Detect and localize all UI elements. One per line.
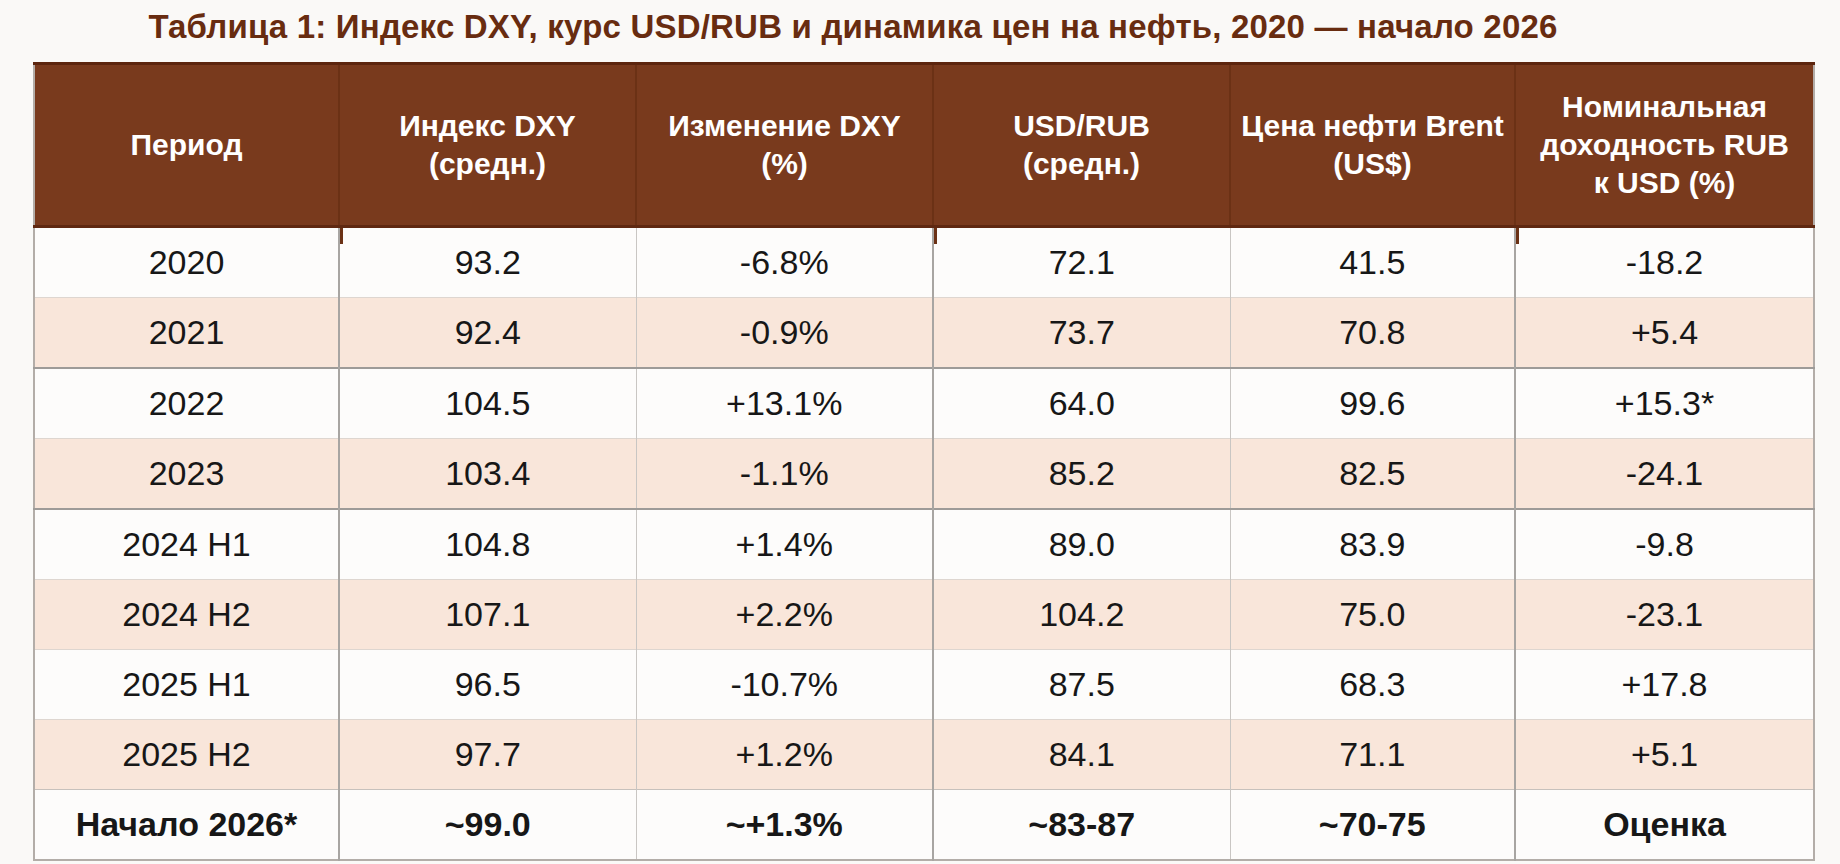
- cell-brent: ~70-75: [1230, 790, 1515, 861]
- col-header-dxy-avg: Индекс DXY(средн.): [339, 64, 636, 227]
- cell-rub-return: +17.8: [1515, 650, 1814, 720]
- cell-usd-rub: 64.0: [933, 368, 1230, 439]
- cell-period: 2024 H2: [34, 580, 339, 650]
- cell-dxy-change: +1.4%: [636, 509, 933, 580]
- cell-dxy-avg: 103.4: [339, 439, 636, 510]
- table-row-2023: 2023103.4-1.1%85.282.5-24.1: [34, 439, 1814, 510]
- cell-brent: 68.3: [1230, 650, 1515, 720]
- cell-dxy-change: -1.1%: [636, 439, 933, 510]
- cell-usd-rub: 85.2: [933, 439, 1230, 510]
- cell-dxy-change: ~+1.3%: [636, 790, 933, 861]
- cell-brent: 70.8: [1230, 298, 1515, 369]
- col-header-period: Период: [34, 64, 339, 227]
- cell-dxy-avg: 96.5: [339, 650, 636, 720]
- table-row-Начало 2026*: Начало 2026*~99.0~+1.3%~83-87~70-75Оценк…: [34, 790, 1814, 861]
- header-row: ПериодИндекс DXY(средн.)Изменение DXY(%)…: [34, 64, 1814, 227]
- cell-period: 2021: [34, 298, 339, 369]
- cell-period: 2020: [34, 227, 339, 298]
- cell-period: 2022: [34, 368, 339, 439]
- cell-dxy-avg: 104.5: [339, 368, 636, 439]
- table-body: 202093.2-6.8%72.141.5-18.2202192.4-0.9%7…: [34, 227, 1814, 861]
- cell-brent: 75.0: [1230, 580, 1515, 650]
- col-header-rub-return: Номинальнаядоходность RUBк USD (%): [1515, 64, 1814, 227]
- cell-dxy-change: +2.2%: [636, 580, 933, 650]
- cell-usd-rub: 89.0: [933, 509, 1230, 580]
- cell-brent: 41.5: [1230, 227, 1515, 298]
- page-title: Таблица 1: Индекс DXY, курс USD/RUB и ди…: [0, 8, 1706, 46]
- cell-period: Начало 2026*: [34, 790, 339, 861]
- cell-rub-return: +5.4: [1515, 298, 1814, 369]
- cell-usd-rub: 73.7: [933, 298, 1230, 369]
- cell-dxy-change: -10.7%: [636, 650, 933, 720]
- cell-dxy-avg: 104.8: [339, 509, 636, 580]
- cell-usd-rub: 72.1: [933, 227, 1230, 298]
- cell-rub-return: -9.8: [1515, 509, 1814, 580]
- table-row-2024 H1: 2024 H1104.8+1.4%89.083.9-9.8: [34, 509, 1814, 580]
- table-row-2021: 202192.4-0.9%73.770.8+5.4: [34, 298, 1814, 369]
- cell-rub-return: Оценка: [1515, 790, 1814, 861]
- col-header-line: Цена нефти Brent: [1237, 107, 1508, 145]
- cell-period: 2025 H2: [34, 720, 339, 790]
- cell-dxy-change: -0.9%: [636, 298, 933, 369]
- cell-usd-rub: 104.2: [933, 580, 1230, 650]
- col-header-usd-rub: USD/RUB(средн.): [933, 64, 1230, 227]
- cell-period: 2023: [34, 439, 339, 510]
- cell-dxy-avg: 92.4: [339, 298, 636, 369]
- data-table: ПериодИндекс DXY(средн.)Изменение DXY(%)…: [33, 62, 1815, 861]
- col-header-line: Период: [41, 126, 332, 164]
- col-header-line: USD/RUB: [940, 107, 1223, 145]
- col-header-line: Индекс DXY: [346, 107, 629, 145]
- cell-rub-return: +5.1: [1515, 720, 1814, 790]
- col-header-line: Изменение DXY: [643, 107, 926, 145]
- col-header-line: (средн.): [346, 145, 629, 183]
- cell-usd-rub: ~83-87: [933, 790, 1230, 861]
- cell-usd-rub: 84.1: [933, 720, 1230, 790]
- table-row-2024 H2: 2024 H2107.1+2.2%104.275.0-23.1: [34, 580, 1814, 650]
- col-header-line: (средн.): [940, 145, 1223, 183]
- col-header-brent: Цена нефти Brent(US$): [1230, 64, 1515, 227]
- col-header-dxy-change: Изменение DXY(%): [636, 64, 933, 227]
- col-header-line: доходность RUB: [1522, 126, 1807, 164]
- cell-dxy-avg: 97.7: [339, 720, 636, 790]
- cell-brent: 99.6: [1230, 368, 1515, 439]
- cell-period: 2025 H1: [34, 650, 339, 720]
- cell-brent: 82.5: [1230, 439, 1515, 510]
- cell-dxy-avg: 93.2: [339, 227, 636, 298]
- cell-rub-return: +15.3*: [1515, 368, 1814, 439]
- cell-dxy-change: +1.2%: [636, 720, 933, 790]
- cell-rub-return: -18.2: [1515, 227, 1814, 298]
- col-header-line: (%): [643, 145, 926, 183]
- table-row-2022: 2022104.5+13.1%64.099.6+15.3*: [34, 368, 1814, 439]
- cell-rub-return: -23.1: [1515, 580, 1814, 650]
- cell-dxy-change: +13.1%: [636, 368, 933, 439]
- cell-usd-rub: 87.5: [933, 650, 1230, 720]
- col-header-line: (US$): [1237, 145, 1508, 183]
- table-row-2025 H1: 2025 H196.5-10.7%87.568.3+17.8: [34, 650, 1814, 720]
- table-row-2020: 202093.2-6.8%72.141.5-18.2: [34, 227, 1814, 298]
- cell-brent: 71.1: [1230, 720, 1515, 790]
- col-header-line: Номинальная: [1522, 88, 1807, 126]
- cell-period: 2024 H1: [34, 509, 339, 580]
- cell-rub-return: -24.1: [1515, 439, 1814, 510]
- table-row-2025 H2: 2025 H297.7+1.2%84.171.1+5.1: [34, 720, 1814, 790]
- cell-dxy-change: -6.8%: [636, 227, 933, 298]
- page: Таблица 1: Индекс DXY, курс USD/RUB и ди…: [0, 0, 1840, 864]
- col-header-line: к USD (%): [1522, 164, 1807, 202]
- table-header: ПериодИндекс DXY(средн.)Изменение DXY(%)…: [34, 64, 1814, 227]
- cell-brent: 83.9: [1230, 509, 1515, 580]
- cell-dxy-avg: ~99.0: [339, 790, 636, 861]
- cell-dxy-avg: 107.1: [339, 580, 636, 650]
